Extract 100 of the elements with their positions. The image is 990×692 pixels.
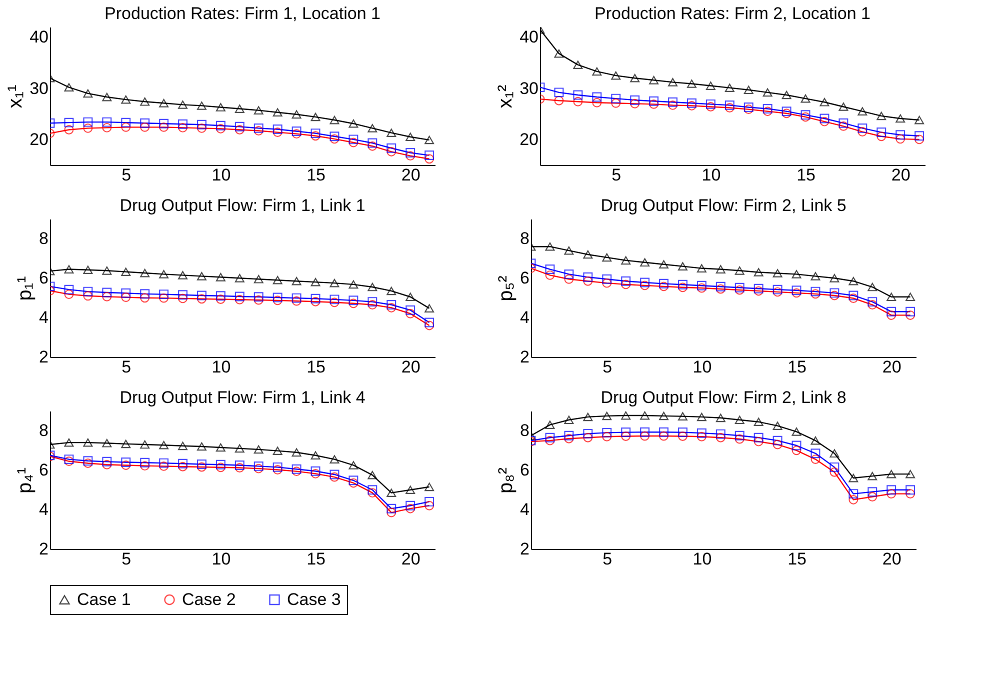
point — [868, 282, 878, 292]
point — [554, 49, 564, 58]
point — [83, 456, 93, 466]
legend-label: Case 2 — [182, 590, 236, 609]
point — [640, 258, 650, 267]
point — [234, 460, 244, 470]
point — [159, 293, 169, 303]
point — [254, 464, 264, 474]
point — [424, 318, 434, 328]
point — [564, 430, 574, 440]
point — [64, 265, 74, 274]
point — [292, 448, 302, 457]
x-tick-label: 5 — [602, 550, 612, 568]
point — [386, 504, 396, 514]
point — [696, 432, 706, 442]
chart-title: Drug Output Flow: Firm 1, Link 4 — [120, 388, 366, 407]
point — [102, 288, 112, 298]
point — [886, 306, 896, 316]
point — [762, 88, 772, 97]
point — [234, 104, 244, 113]
point — [724, 84, 734, 92]
point — [830, 290, 840, 300]
point — [678, 262, 688, 270]
point — [102, 292, 112, 302]
point — [272, 292, 282, 302]
y-tick-label: 30 — [30, 78, 48, 98]
point — [906, 470, 916, 478]
point — [848, 474, 858, 482]
point — [886, 489, 896, 499]
point — [140, 118, 150, 128]
x-tick-label: 15 — [306, 166, 326, 184]
y-tick-label: 40 — [30, 28, 48, 47]
point — [678, 282, 688, 292]
point — [820, 114, 830, 124]
point — [724, 100, 734, 110]
point — [792, 288, 802, 298]
point — [621, 432, 631, 441]
point — [196, 290, 206, 300]
point — [696, 412, 706, 422]
point — [310, 466, 320, 476]
y-tick-label: 8 — [520, 229, 530, 248]
point — [754, 432, 764, 442]
y-tick-label: 2 — [39, 348, 48, 366]
point — [64, 290, 74, 300]
point — [64, 438, 74, 447]
point — [102, 438, 112, 448]
point — [772, 287, 782, 297]
point — [602, 253, 612, 262]
point — [330, 132, 340, 142]
point — [876, 128, 886, 138]
point — [272, 124, 282, 134]
y-axis-title: x₁¹ — [4, 84, 27, 108]
point — [573, 90, 583, 100]
point — [159, 122, 169, 132]
point — [830, 467, 840, 477]
point — [424, 304, 434, 312]
y-tick-label: 8 — [39, 421, 48, 440]
point — [292, 126, 302, 136]
y-tick-label: 6 — [39, 460, 48, 480]
point — [330, 278, 340, 288]
point — [348, 478, 358, 488]
point — [234, 122, 244, 132]
point — [734, 430, 744, 440]
point — [868, 300, 878, 310]
point — [83, 438, 93, 447]
y-axis-title: p₁¹ — [14, 276, 36, 301]
point — [348, 134, 358, 144]
point — [792, 286, 802, 296]
point — [121, 95, 131, 104]
point — [330, 294, 340, 304]
point — [602, 412, 612, 420]
point — [649, 96, 659, 106]
point — [820, 116, 830, 126]
point — [348, 476, 358, 486]
point — [196, 102, 206, 110]
point — [906, 292, 916, 302]
point — [564, 269, 574, 279]
point — [838, 118, 848, 128]
point — [178, 294, 188, 304]
point — [102, 266, 112, 275]
y-tick-label: 4 — [39, 308, 48, 328]
point — [254, 106, 264, 114]
point — [368, 488, 378, 498]
point — [810, 436, 820, 445]
point — [659, 278, 668, 288]
point — [554, 96, 564, 106]
point — [178, 122, 188, 132]
point — [368, 297, 378, 307]
point — [734, 266, 744, 275]
point — [659, 282, 668, 292]
point — [896, 130, 906, 140]
x-tick-label: 20 — [401, 358, 420, 376]
point — [564, 246, 574, 255]
point — [348, 138, 358, 148]
point — [602, 274, 612, 284]
point — [848, 494, 858, 504]
point — [640, 278, 650, 288]
point — [140, 268, 150, 278]
point — [254, 445, 264, 454]
point — [83, 117, 93, 127]
